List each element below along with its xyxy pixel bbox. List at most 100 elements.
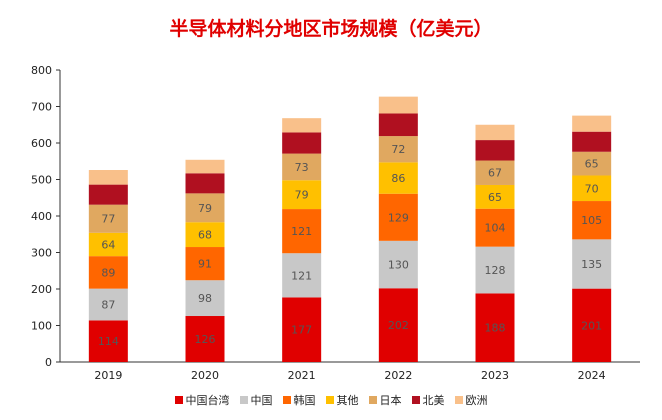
chart-legend: 中国台湾 中国 韩国 其他 日本 北美 欧洲 — [0, 392, 662, 408]
x-tick-label: 2023 — [481, 369, 509, 382]
legend-label: 北美 — [422, 394, 445, 407]
data-label: 79 — [295, 189, 309, 202]
bar-segment — [475, 184, 515, 209]
bar-segment — [185, 316, 225, 362]
bar-segment — [378, 113, 418, 137]
data-label: 91 — [198, 258, 212, 271]
y-tick-label: 700 — [31, 101, 52, 114]
data-label: 105 — [581, 214, 602, 227]
bar-segment — [88, 256, 128, 289]
data-label: 68 — [198, 229, 212, 242]
bar-segment — [378, 288, 418, 362]
bar-segment — [185, 173, 225, 194]
legend-swatch — [174, 396, 183, 404]
legend-item: 北美 — [411, 392, 445, 408]
y-tick-label: 500 — [31, 174, 52, 187]
data-label: 79 — [198, 202, 212, 215]
bar-segment — [88, 232, 128, 257]
legend-swatch — [325, 396, 334, 404]
data-label: 64 — [101, 238, 115, 251]
bar-segment — [282, 297, 322, 362]
bar-segment — [185, 193, 225, 223]
y-tick-label: 600 — [31, 137, 52, 150]
data-label: 114 — [98, 335, 119, 348]
bar-segment — [282, 118, 322, 133]
bar-segment — [572, 239, 612, 289]
x-tick-label: 2019 — [94, 369, 122, 382]
bar-segment — [378, 136, 418, 163]
bar-segment — [572, 131, 612, 152]
legend-label: 其他 — [336, 394, 359, 407]
bar-segment — [378, 240, 418, 289]
bar-segment — [475, 124, 515, 141]
bar-segment — [185, 159, 225, 174]
data-label: 77 — [101, 213, 115, 226]
legend-label: 韩国 — [293, 394, 316, 407]
bar-segment — [88, 320, 128, 362]
data-label: 177 — [291, 324, 312, 337]
data-label: 121 — [291, 225, 312, 238]
data-label: 201 — [581, 319, 602, 332]
bar-segment — [475, 208, 515, 247]
bar-segment — [378, 96, 418, 114]
data-label: 72 — [391, 143, 405, 156]
legend-label: 日本 — [379, 394, 402, 407]
bar-segment — [88, 170, 128, 185]
legend-label: 中国 — [250, 394, 273, 407]
bar-segment — [282, 180, 322, 210]
data-label: 128 — [485, 264, 506, 277]
bar-segment — [572, 115, 612, 132]
bar-segment — [572, 151, 612, 176]
y-tick-label: 400 — [31, 210, 52, 223]
x-tick-label: 2021 — [288, 369, 316, 382]
bar-segment — [282, 153, 322, 181]
data-label: 130 — [388, 259, 409, 272]
chart-title: 半导体材料分地区市场规模（亿美元） — [169, 18, 493, 40]
bar-segment — [572, 288, 612, 362]
bar-segment — [475, 140, 515, 161]
data-label: 121 — [291, 269, 312, 282]
bar-segment — [185, 222, 225, 248]
bar-segment — [282, 132, 322, 154]
bar-segment — [378, 193, 418, 241]
bar-segment — [88, 288, 128, 321]
y-tick-label: 300 — [31, 247, 52, 260]
bar-segment — [378, 162, 418, 194]
data-label: 104 — [485, 222, 506, 235]
data-label: 67 — [488, 167, 502, 180]
data-label: 202 — [388, 319, 409, 332]
bar-segment — [185, 280, 225, 317]
legend-swatch — [282, 396, 291, 404]
data-label: 135 — [581, 258, 602, 271]
legend-item: 韩国 — [282, 392, 316, 408]
data-label: 70 — [585, 182, 599, 195]
x-tick-label: 2024 — [578, 369, 606, 382]
legend-swatch — [239, 396, 248, 404]
bar-segment — [475, 160, 515, 185]
data-label: 65 — [488, 191, 502, 204]
bar-segment — [185, 247, 225, 281]
bar-segment — [88, 204, 128, 233]
y-tick-label: 800 — [31, 64, 52, 77]
bar-segment — [572, 175, 612, 202]
legend-swatch — [368, 396, 377, 404]
bar-segment — [282, 209, 322, 254]
y-tick-label: 0 — [45, 356, 52, 369]
bar-segment — [475, 246, 515, 294]
legend-label: 欧洲 — [465, 394, 488, 407]
y-tick-label: 100 — [31, 320, 52, 333]
bar-segment — [475, 293, 515, 362]
legend-swatch — [454, 396, 463, 404]
legend-item: 中国 — [239, 392, 273, 408]
data-label: 188 — [485, 322, 506, 335]
x-tick-label: 2022 — [384, 369, 412, 382]
data-label: 89 — [101, 266, 115, 279]
legend-swatch — [411, 396, 420, 404]
x-tick-label: 2020 — [191, 369, 219, 382]
data-label: 73 — [295, 161, 309, 174]
data-label: 98 — [198, 292, 212, 305]
data-label: 86 — [391, 172, 405, 185]
data-label: 129 — [388, 211, 409, 224]
legend-item: 日本 — [368, 392, 402, 408]
